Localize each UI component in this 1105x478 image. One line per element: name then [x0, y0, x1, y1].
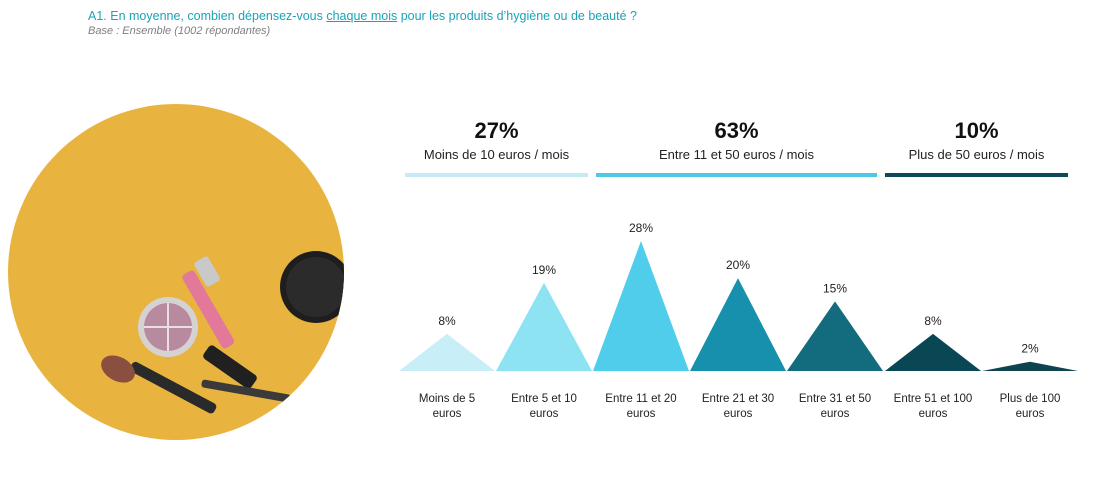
- category-label-1: Moins de 5 euros: [418, 393, 476, 420]
- category-label-5: Entre 31 et 50 euros: [798, 393, 872, 420]
- category-label-7: Plus de 100 euros: [999, 393, 1061, 420]
- category-label-6: Entre 51 et 100 euros: [893, 393, 973, 420]
- triangle-bar-5: [787, 301, 883, 371]
- category-label-4: Entre 21 et 30 euros: [701, 393, 775, 420]
- group-11-50: 63% Entre 11 et 50 euros / mois: [596, 118, 877, 164]
- group-over-50-bar: [885, 173, 1068, 177]
- category-label-3: Entre 11 et 20 euros: [605, 393, 677, 420]
- group-over-50-label: Plus de 50 euros / mois: [908, 147, 1045, 162]
- triangle-bar-7: [982, 361, 1078, 371]
- group-over-50: 10% Plus de 50 euros / mois: [885, 118, 1068, 164]
- triangle-bar-1: [399, 333, 495, 371]
- group-over-50-pct: 10%: [954, 118, 999, 143]
- group-under-10-pct: 27%: [474, 118, 519, 143]
- triangle-bar-2: [496, 282, 592, 371]
- question-text: A1. En moyenne, combien dépensez-vous ch…: [88, 9, 637, 23]
- value-label-2: 19%: [532, 263, 556, 277]
- group-under-10: 27% Moins de 10 euros / mois: [405, 118, 588, 164]
- group-under-10-label: Moins de 10 euros / mois: [423, 147, 570, 162]
- value-label-3: 28%: [629, 221, 653, 235]
- triangle-bar-4: [690, 278, 786, 371]
- value-label-6: 8%: [924, 314, 942, 328]
- value-label-5: 15%: [823, 281, 847, 295]
- group-under-10-bar: [405, 173, 588, 177]
- triangle-bar-3: [593, 241, 689, 371]
- value-label-4: 20%: [726, 258, 750, 272]
- group-11-50-label: Entre 11 et 50 euros / mois: [658, 147, 815, 162]
- group-11-50-pct: 63%: [714, 118, 759, 143]
- group-11-50-bar: [596, 173, 877, 177]
- value-label-1: 8%: [438, 314, 456, 328]
- value-label-7: 2%: [1021, 342, 1039, 356]
- triangle-bar-6: [885, 333, 981, 371]
- cosmetics-photo: [8, 104, 344, 440]
- base-note: Base : Ensemble (1002 répondantes): [88, 25, 271, 37]
- category-label-2: Entre 5 et 10 euros: [511, 393, 577, 420]
